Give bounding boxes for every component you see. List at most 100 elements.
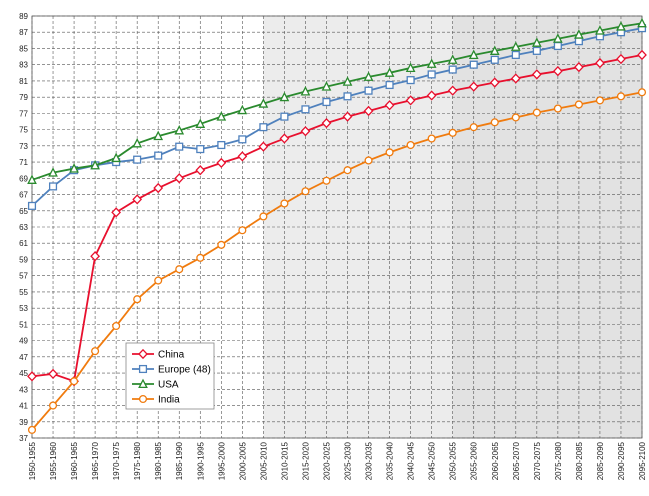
- data-point-china: [132, 194, 143, 205]
- data-point-china: [48, 368, 58, 380]
- y-tick-label: 73: [19, 142, 28, 151]
- data-point-usa: [48, 167, 58, 177]
- x-tick-label: 2075-2080: [554, 441, 563, 480]
- data-point-usa: [405, 62, 416, 72]
- data-point-india: [238, 226, 247, 235]
- data-point-china: [426, 90, 437, 101]
- data-point-usa: [132, 137, 143, 148]
- data-point-china: [384, 100, 395, 111]
- data-point-usa: [174, 125, 185, 135]
- data-point-india: [133, 295, 142, 304]
- data-point-europe-48: [27, 201, 37, 210]
- data-point-china: [363, 105, 374, 117]
- data-point-china: [616, 53, 626, 65]
- x-tick-label: 2020-2025: [322, 441, 331, 480]
- y-tick-label: 57: [19, 272, 28, 281]
- data-point-europe-48: [511, 50, 520, 60]
- data-point-india: [91, 347, 100, 356]
- data-point-india: [196, 253, 205, 262]
- data-point-china: [531, 69, 542, 80]
- x-tick-label: 2055-2060: [470, 441, 479, 480]
- data-point-china: [237, 151, 248, 162]
- data-point-europe-48: [574, 37, 583, 46]
- data-point-usa: [216, 111, 227, 121]
- y-tick-label: 47: [19, 353, 28, 362]
- y-tick-label: 45: [19, 369, 28, 378]
- data-point-usa: [153, 130, 164, 141]
- data-point-india: [448, 128, 457, 137]
- data-point-usa: [237, 104, 248, 115]
- data-point-china: [90, 251, 101, 262]
- data-point-europe-48: [322, 97, 331, 107]
- legend-marker: [138, 378, 148, 389]
- data-point-india: [48, 401, 58, 410]
- data-point-europe-48: [427, 70, 436, 79]
- legend-label: China: [158, 350, 185, 361]
- data-point-china: [258, 141, 269, 152]
- plot-border: [31, 15, 643, 439]
- data-point-china: [637, 49, 647, 61]
- legend-marker: [138, 364, 148, 374]
- y-tick-label: 41: [19, 402, 28, 411]
- data-point-europe-48: [133, 155, 142, 164]
- y-tick-label: 81: [19, 77, 28, 86]
- data-point-usa: [510, 41, 521, 51]
- y-tick-label: 59: [19, 255, 28, 264]
- data-point-india: [406, 140, 415, 150]
- data-point-india: [301, 187, 310, 196]
- legend-label: Europe (48): [158, 365, 211, 376]
- data-point-china: [405, 95, 416, 106]
- data-point-europe-48: [196, 145, 205, 154]
- data-point-europe-48: [301, 105, 310, 114]
- data-point-china: [216, 157, 227, 169]
- data-point-europe-48: [490, 55, 499, 64]
- y-tick-label: 77: [19, 109, 28, 118]
- data-point-europe-48: [217, 140, 226, 150]
- data-point-india: [490, 118, 499, 127]
- data-point-india: [70, 377, 79, 386]
- data-point-usa: [637, 17, 647, 28]
- data-point-china: [573, 61, 584, 73]
- data-point-europe-48: [469, 60, 478, 69]
- x-tick-label: 2050-2055: [449, 441, 458, 480]
- x-tick-label: 2080-2085: [575, 441, 584, 480]
- legend-label: USA: [158, 380, 179, 391]
- data-point-europe-48: [48, 182, 58, 191]
- y-tick-label: 63: [19, 223, 28, 232]
- data-point-india: [532, 108, 541, 117]
- data-point-usa: [279, 91, 290, 102]
- data-point-india: [595, 96, 604, 105]
- data-point-china: [468, 81, 479, 92]
- x-tick-label: 1970-1975: [112, 441, 121, 480]
- y-tick-label: 69: [19, 174, 28, 183]
- x-tick-label: 1955-1960: [49, 441, 58, 480]
- legend-label: India: [158, 395, 180, 406]
- data-point-india: [27, 425, 37, 434]
- y-tick-label: 85: [19, 44, 28, 53]
- y-tick-label: 53: [19, 304, 28, 313]
- x-tick-label: 1960-1965: [70, 441, 79, 480]
- x-tick-label: 2025-2030: [344, 441, 353, 480]
- data-point-china: [447, 85, 458, 96]
- y-tick-label: 71: [19, 158, 28, 167]
- data-point-usa: [111, 152, 122, 163]
- x-tick-label: 2030-2035: [365, 441, 374, 480]
- data-point-india: [259, 212, 268, 221]
- x-tick-label: 1980-1985: [154, 441, 163, 480]
- data-point-usa: [426, 58, 437, 68]
- data-point-europe-48: [448, 65, 457, 74]
- x-tick-label: 2005-2010: [259, 441, 268, 480]
- y-tick-label: 43: [19, 385, 28, 394]
- data-point-india: [322, 176, 331, 185]
- data-point-china: [111, 207, 122, 218]
- data-point-usa: [258, 98, 269, 108]
- x-tick-label: 2040-2045: [407, 441, 416, 480]
- data-point-usa: [574, 29, 584, 39]
- data-point-usa: [27, 174, 37, 184]
- data-point-usa: [90, 159, 100, 170]
- x-tick-label: 2035-2040: [386, 441, 395, 480]
- y-tick-label: 51: [19, 320, 28, 329]
- data-point-china: [510, 73, 521, 84]
